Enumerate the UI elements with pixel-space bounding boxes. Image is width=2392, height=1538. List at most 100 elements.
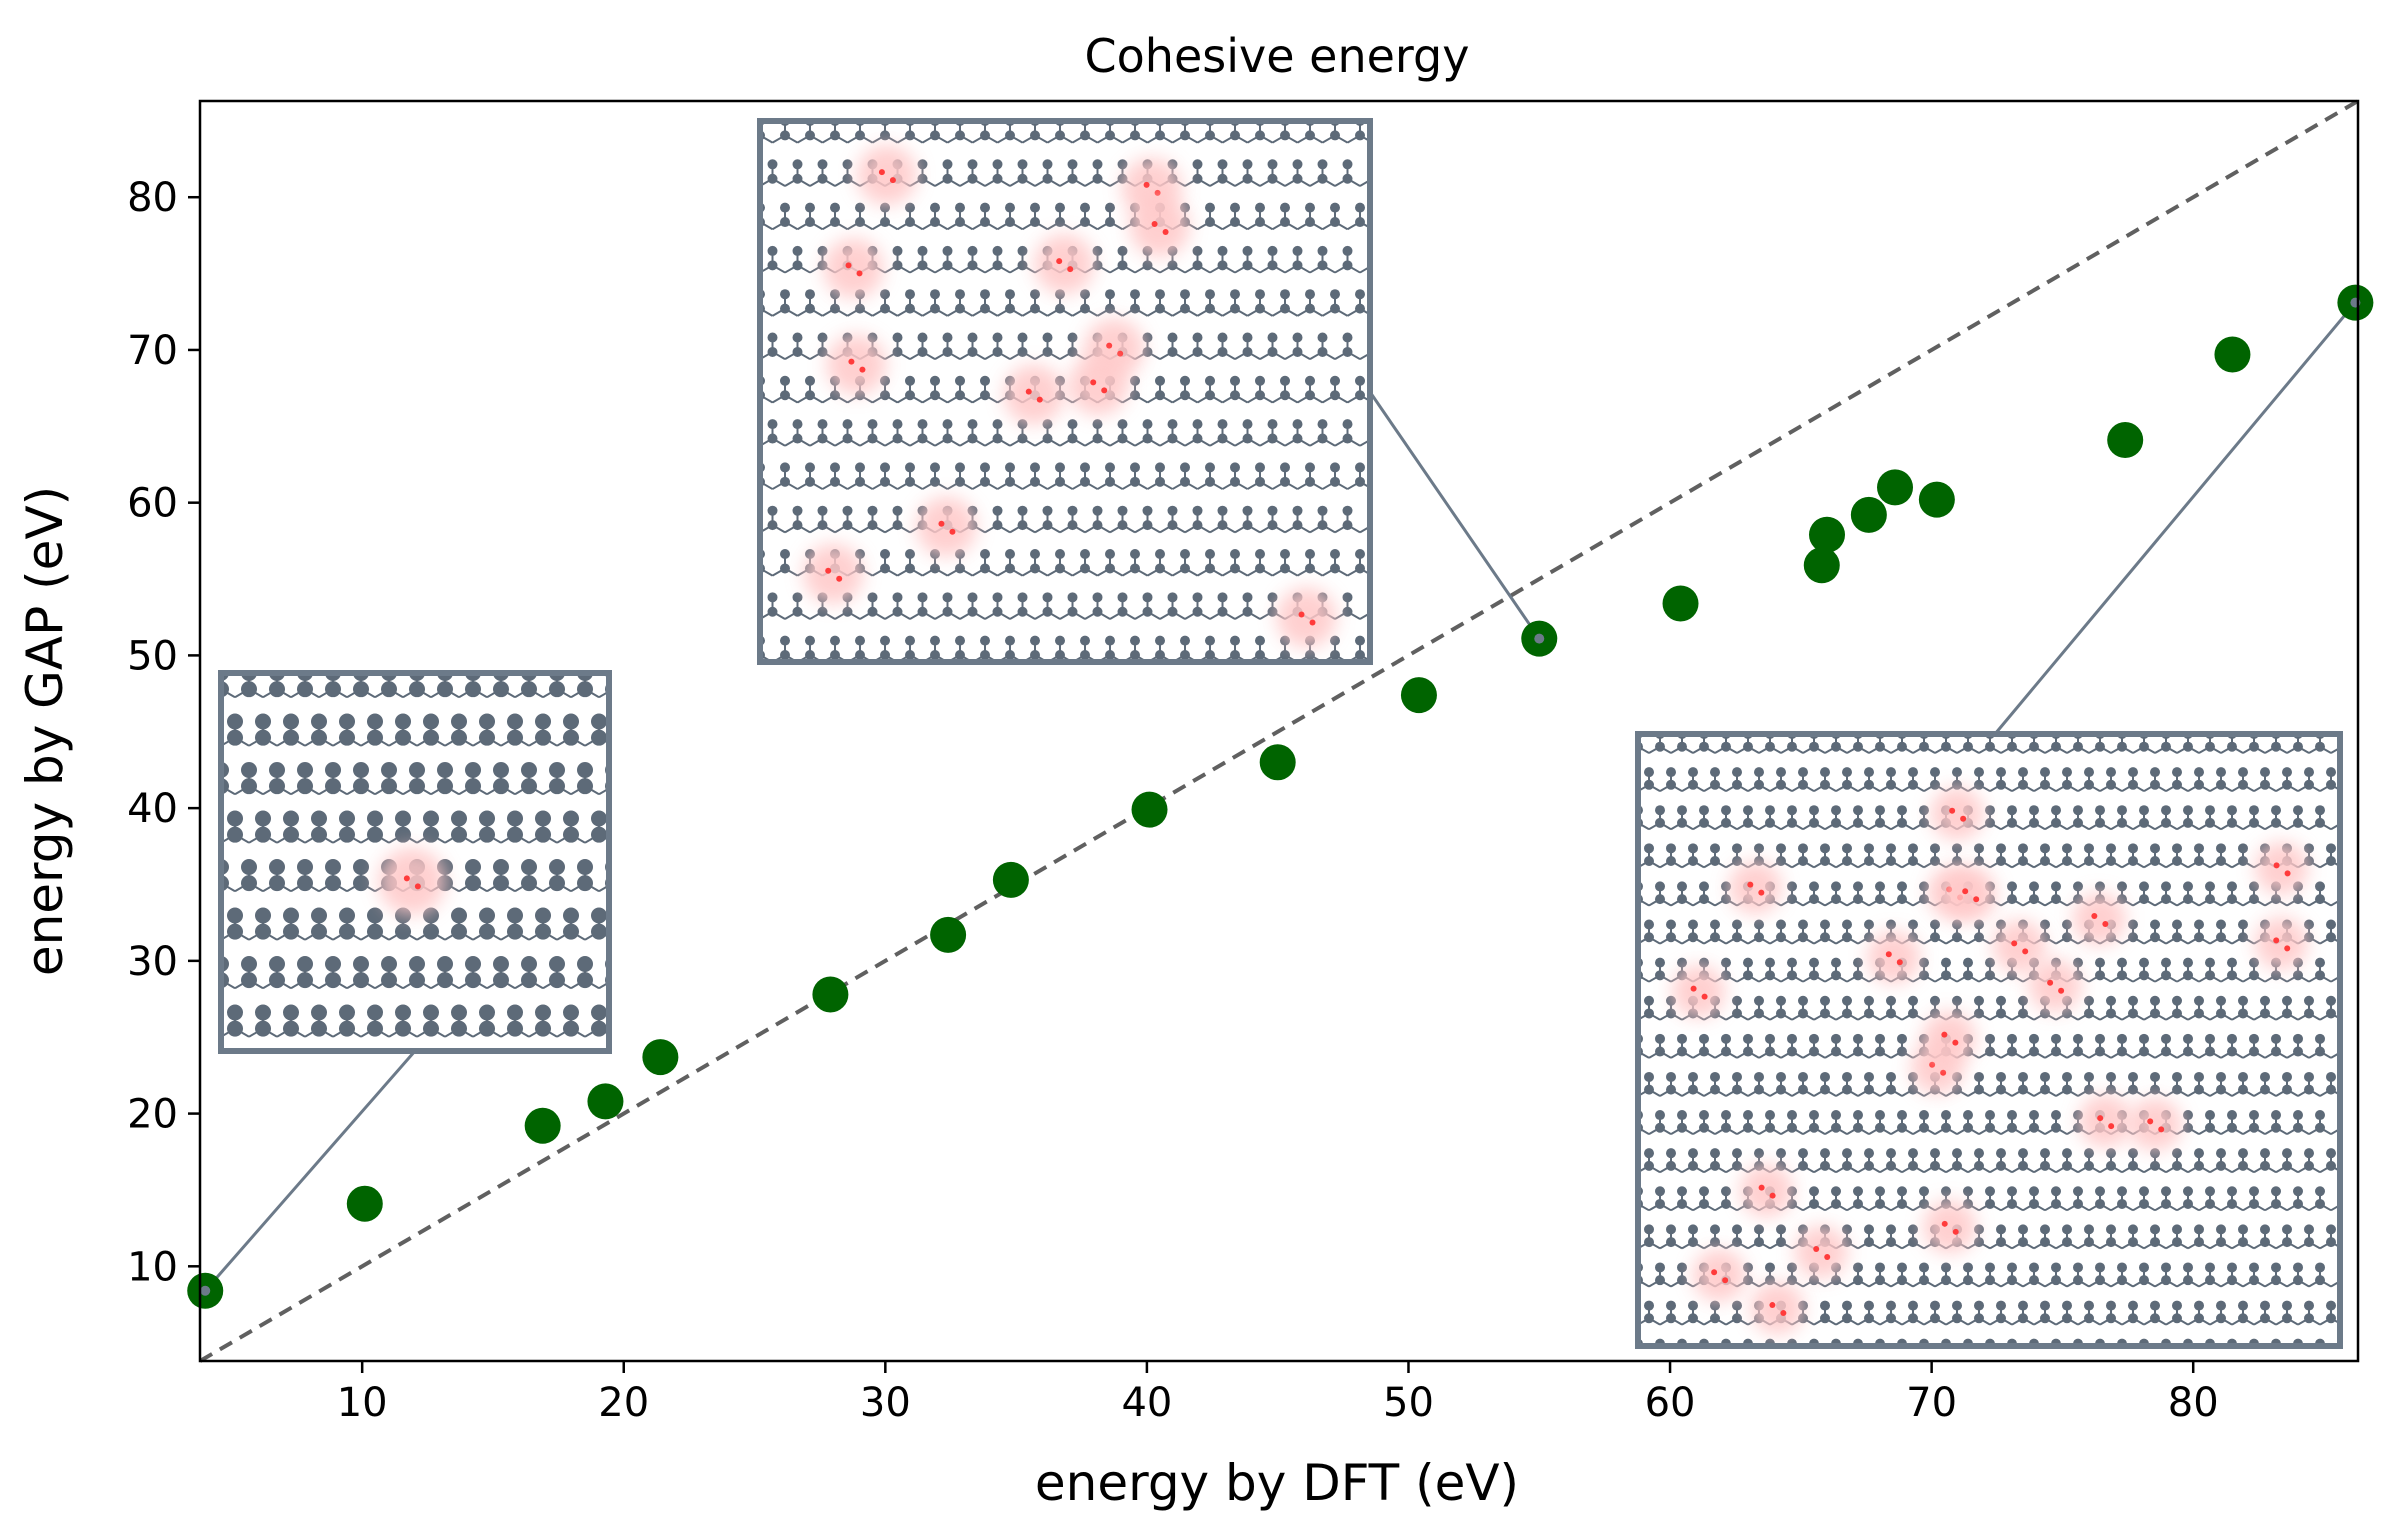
defect-atom [1885,951,1892,958]
defect-halo [2072,892,2126,946]
defect-atom [1929,1061,1936,1068]
defect-halo [1794,1225,1848,1279]
data-point[interactable] [2107,422,2144,459]
defect-halo [1943,867,1997,921]
defect-atom [836,575,843,582]
defect-atom [1813,1246,1820,1253]
defect-atom [848,358,855,365]
defect-atom [2284,945,2291,952]
data-point[interactable] [346,1185,383,1222]
leader-anchor [1534,633,1545,644]
reference-line [198,99,2360,1363]
defect-atom [1952,1228,1959,1235]
defect-atom [2284,870,2291,877]
defect-atom [1143,181,1150,188]
structure-insets [218,118,2343,1349]
structure-inset [218,670,612,1054]
data-point[interactable] [642,1039,679,1076]
defect-atom [2047,979,2054,986]
defect-atom [2273,937,2280,944]
defect-atom [889,177,896,184]
data-point[interactable] [1131,791,1168,828]
inset-leader-line [1368,391,1541,640]
defect-atom [1106,342,1113,349]
data-point[interactable] [992,861,1029,898]
y-tick-label: 60 [127,481,178,527]
defect-atom [1067,266,1074,273]
defect-atom [1941,1031,1948,1038]
defect-atom [2108,1123,2115,1130]
data-point[interactable] [2214,336,2251,373]
inset-frame [218,670,612,1054]
x-tick-label: 60 [1645,1380,1696,1426]
defect-halo [823,238,884,299]
data-point[interactable] [930,916,967,953]
defect-atom [1151,220,1158,227]
data-point[interactable] [1877,469,1914,506]
defect-halo [2128,1097,2182,1151]
data-points[interactable] [187,284,2374,1309]
y-tick-label: 50 [127,633,178,679]
defect-halo [1276,587,1337,648]
defect-halo [856,145,917,206]
defect-atom [1162,228,1169,235]
chart-title: Cohesive energy [1085,29,1470,83]
y-tick-label: 10 [127,1244,178,1290]
x-tick-label: 70 [1906,1380,1957,1426]
defect-halo [1672,965,1725,1018]
defect-atom [1117,350,1124,357]
defect-atom [949,528,956,535]
data-point[interactable] [1850,496,1887,533]
x-tick-label: 20 [598,1380,649,1426]
defect-atom [1949,807,1956,814]
y-tick-label: 40 [127,786,178,832]
defect-atom [1090,379,1097,386]
defect-atom [845,262,852,269]
defect-atom [1758,889,1765,896]
defect-atom [2022,948,2029,955]
data-point[interactable] [1662,585,1699,622]
defect-atom [1056,258,1063,265]
defect-atom [825,567,832,574]
defect-atom [403,875,410,882]
data-point[interactable] [1400,677,1437,714]
y-tick-label: 30 [127,939,178,985]
defect-halo [1740,1164,1794,1218]
defect-halo [2078,1094,2132,1148]
data-point[interactable] [1259,744,1296,781]
defect-halo [916,496,977,557]
x-axis-label: energy by DFT (eV) [1035,1454,1519,1512]
data-point[interactable] [812,976,849,1013]
defect-atom [2102,921,2109,928]
defect-halo [1692,1248,1746,1302]
defect-atom [878,169,885,176]
defect-atom [2273,862,2280,869]
data-point[interactable] [524,1107,561,1144]
defect-atom [1769,1192,1776,1199]
data-point[interactable] [1918,481,1955,518]
defect-halo [1728,861,1782,914]
defect-atom [2147,1118,2154,1125]
x-tick-label: 30 [860,1380,911,1426]
defect-atom [1036,396,1043,403]
plot-frame [198,99,2360,1363]
defect-halo [826,334,887,395]
defect-atom [1940,1069,1947,1076]
data-point[interactable] [1809,516,1846,553]
x-tick-label: 40 [1121,1380,1172,1426]
defect-atom [1769,1302,1776,1309]
defect-atom [1711,1269,1718,1276]
defect-halo [1129,196,1190,257]
defect-atom [1780,1310,1787,1317]
defect-atom [938,520,945,527]
structure-inset [1635,731,2343,1349]
defect-atom [1025,388,1032,395]
defect-atom [859,366,866,373]
defect-halo [1923,1200,1977,1254]
defect-atom [2058,987,2065,994]
data-point[interactable] [1803,547,1840,584]
defect-halo [2254,916,2308,970]
defect-halo [1930,787,1984,841]
data-point[interactable] [587,1083,624,1120]
